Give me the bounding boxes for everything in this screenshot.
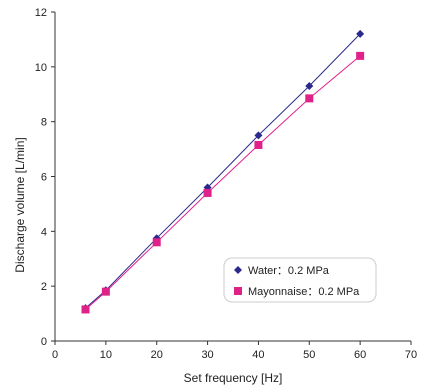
x-tick-label: 20	[151, 349, 163, 361]
y-tick-label: 8	[41, 117, 47, 129]
data-point-square	[152, 238, 161, 247]
data-point-square	[356, 51, 365, 60]
legend-marker-mayonnaise	[234, 287, 242, 295]
y-tick-label: 12	[35, 7, 47, 19]
y-tick-label: 0	[41, 336, 47, 348]
y-axis-label: Discharge volume [L/min]	[13, 137, 27, 272]
data-point-square	[305, 94, 314, 103]
y-tick-label: 2	[41, 281, 47, 293]
data-point-square	[101, 287, 110, 296]
legend-label-water: Water：0.2 MPa	[248, 265, 330, 277]
x-tick-label: 60	[354, 349, 366, 361]
data-point-square	[203, 188, 212, 197]
ticks: 0 10 20 30 40 50 60 70 0 2 4 6 8 10 12	[35, 7, 417, 361]
y-tick-label: 6	[41, 172, 47, 184]
y-tick-label: 10	[35, 62, 47, 74]
legend-marker-water	[234, 266, 242, 274]
x-tick-label: 70	[405, 349, 417, 361]
series-layer	[81, 29, 365, 314]
x-axis-label: Set frequency [Hz]	[184, 371, 283, 385]
x-tick-label: 30	[201, 349, 213, 361]
x-tick-label: 0	[52, 349, 58, 361]
data-point-diamond	[356, 29, 365, 38]
legend: Water：0.2 MPa Mayonnaise：0.2 MPa	[223, 257, 377, 303]
data-point-square	[81, 305, 90, 314]
x-tick-label: 40	[252, 349, 264, 361]
legend-label-mayonnaise: Mayonnaise：0.2 MPa	[248, 286, 360, 298]
x-tick-label: 50	[303, 349, 315, 361]
y-tick-label: 4	[41, 226, 47, 238]
data-point-diamond	[254, 131, 263, 140]
legend-box	[223, 257, 377, 303]
x-tick-label: 10	[100, 349, 112, 361]
data-point-diamond	[305, 82, 314, 91]
data-point-square	[254, 140, 263, 149]
